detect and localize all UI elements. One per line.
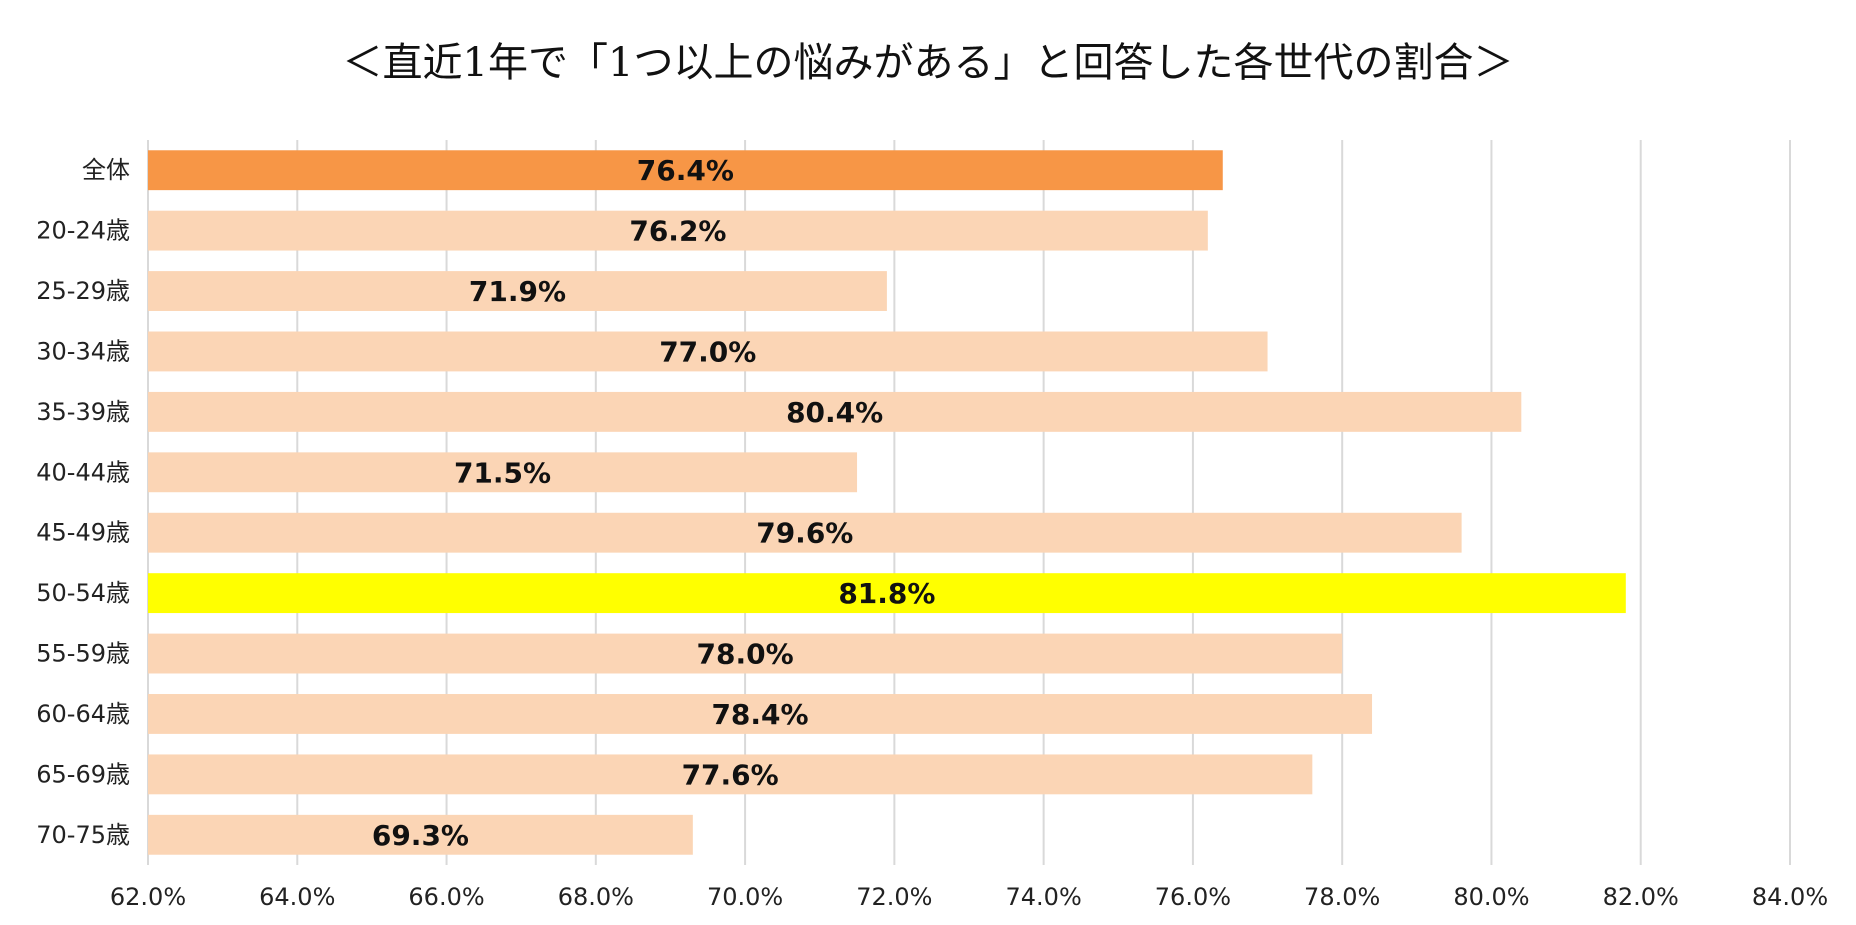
data-label: 77.6% xyxy=(682,758,779,791)
data-label: 71.9% xyxy=(469,275,566,308)
category-label: 全体 xyxy=(82,156,130,184)
bar xyxy=(148,694,1373,734)
x-tick-labels: 62.0% 64.0% 66.0% 68.0% 70.0% 72.0% 74.0% 76.0%… xyxy=(110,883,1828,911)
chart-title: ＜直近1年で「1つ以上の悩みがある」と回答した各世代の割合＞ xyxy=(342,40,1514,86)
x-tick-label: 78.0% xyxy=(1304,883,1380,911)
data-label: 80.4% xyxy=(786,396,883,429)
x-tick-label: 72.0% xyxy=(856,883,932,911)
category-label: 50-54歳 xyxy=(36,579,130,607)
x-tick-label: 80.0% xyxy=(1453,883,1529,911)
x-tick-label: 84.0% xyxy=(1752,883,1828,911)
category-labels: 全体 20-24歳 25-29歳 30-34歳 35-39歳 40-44歳 45-49歳 50… xyxy=(36,156,130,849)
category-label: 35-39歳 xyxy=(36,398,130,426)
x-tick-label: 62.0% xyxy=(110,883,186,911)
category-label: 60-64歳 xyxy=(36,700,130,728)
bar xyxy=(148,754,1313,795)
data-label: 79.6% xyxy=(756,517,853,550)
bar xyxy=(148,573,1626,614)
x-tick-label: 68.0% xyxy=(558,883,634,911)
gridlines xyxy=(147,140,1791,865)
category-label: 55-59歳 xyxy=(36,640,130,668)
bar xyxy=(148,512,1462,553)
data-label: 81.8% xyxy=(838,577,935,610)
category-label: 30-34歳 xyxy=(36,337,130,365)
data-labels: 76.4% 76.2% 71.9% 77.0% 80.4% 71.5% 79.6% 81.8%… xyxy=(372,154,936,852)
bars xyxy=(148,150,1626,855)
data-label: 77.0% xyxy=(659,335,756,368)
x-tick-label: 64.0% xyxy=(259,883,335,911)
category-label: 25-29歳 xyxy=(36,277,130,305)
x-tick-label: 74.0% xyxy=(1006,883,1082,911)
bar xyxy=(148,633,1343,674)
data-label: 71.5% xyxy=(454,456,551,489)
category-label: 65-69歳 xyxy=(36,760,130,788)
data-label: 78.0% xyxy=(697,638,794,671)
bar xyxy=(148,452,858,493)
category-label: 20-24歳 xyxy=(36,217,130,245)
category-label: 70-75歳 xyxy=(36,821,130,849)
bar xyxy=(148,814,693,855)
category-label: 40-44歳 xyxy=(36,458,130,486)
bar xyxy=(148,150,1223,191)
category-label: 45-49歳 xyxy=(36,519,130,547)
data-label: 78.4% xyxy=(711,698,808,731)
bar xyxy=(148,331,1268,372)
x-tick-label: 66.0% xyxy=(408,883,484,911)
bar xyxy=(148,391,1522,432)
data-label: 69.3% xyxy=(372,819,469,852)
x-tick-label: 76.0% xyxy=(1155,883,1231,911)
data-label: 76.2% xyxy=(629,215,726,248)
bar xyxy=(148,271,887,311)
x-tick-label: 82.0% xyxy=(1603,883,1679,911)
bar xyxy=(148,210,1208,251)
x-tick-label: 70.0% xyxy=(707,883,783,911)
data-label: 76.4% xyxy=(637,154,734,187)
